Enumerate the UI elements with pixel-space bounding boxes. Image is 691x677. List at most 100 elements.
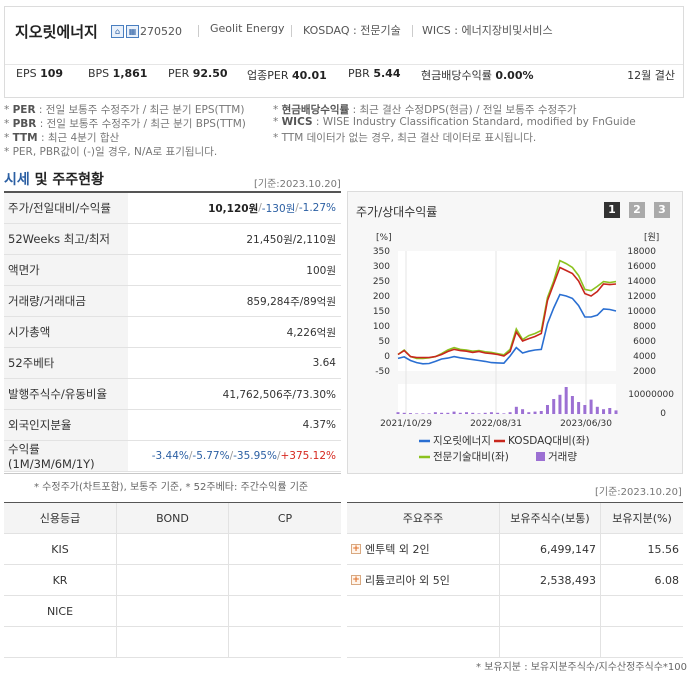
volume-bar [465,412,469,414]
quote-row-label: 발행주식수/유동비율 [4,379,128,409]
holder-name-label: 엔투텍 외 2인 [365,543,430,556]
volume-bar [396,412,400,414]
volume-area [398,384,616,414]
note-ttm: * TTM : 최근 4분기 합산 [4,132,120,144]
left-tick-label: 300 [373,262,390,272]
row-divider [4,285,341,286]
volume-bar [471,412,475,414]
volume-bar [608,408,612,414]
holders-note: * 보유지분 : 보유지분주식수/지수산정주식수*100 [476,662,687,673]
left-tick-label: 100 [373,322,390,332]
holder-shares: 2,538,493 [540,573,596,587]
right-tick-label: 14000 [627,277,656,287]
note-pbr: * PBR : 전일 보통주 수정주가 / 최근 분기 BPS(TTM) [4,118,246,130]
right-tick-label: 18000 [627,247,656,257]
volume-bar [440,412,444,414]
right-tick-label: 2000 [633,367,656,377]
holder-pct: 15.56 [647,542,680,556]
chart-page-2-button[interactable]: 2 [629,202,645,218]
quote-row-value: 4,226억원 [286,326,336,339]
row-divider [4,316,341,317]
row-divider [4,533,341,534]
company-name: 지오릿에너지 [15,23,98,41]
holders-header: 주요주주 [347,503,499,533]
building-icon[interactable]: ▦ [126,25,139,38]
volume-zero-label: 0 [660,409,666,419]
note-dividend: * 현금배당수익률 : 최근 결산 수정DPS(현금) / 전일 보통주 수정주… [273,104,577,116]
volume-bar [489,412,493,414]
current-price: 10,120원 [208,202,259,215]
chart-page-1-button[interactable]: 1 [604,202,620,218]
header-separator [412,25,413,37]
credit-agency: KIS [51,542,69,556]
volume-bar [602,409,606,414]
x-tick-label: 2021/10/29 [380,419,432,429]
row-divider [4,657,341,658]
volume-bar [558,394,562,414]
column-divider [228,503,229,658]
row-divider [347,533,683,534]
row-divider [4,254,341,255]
metric-bps: BPS 1,861 [88,67,148,80]
volume-bar [421,413,425,414]
expand-plus-icon[interactable]: + [351,544,361,554]
volume-bar [570,396,574,414]
volume-bar [583,405,587,414]
quote-row-label: 52Weeks 최고/최저 [4,224,128,254]
holders-date: [기준:2023.10.20] [595,487,682,498]
return-r2: -5.77% [192,450,230,462]
volume-bar [514,406,518,414]
x-tick-label: 2023/06/30 [560,419,612,429]
right-tick-label: 10000 [627,307,656,317]
row-divider [4,223,341,224]
metric-industry-per: 업종PER 40.01 [247,69,327,82]
note-negative: * PER, PBR값이 (-)일 경우, N/A로 표기됩니다. [4,146,218,158]
volume-bar [564,387,568,414]
row-divider [4,440,341,441]
chart-page-3-button[interactable]: 3 [654,202,670,218]
volume-bar [552,399,556,414]
metric-per: PER 92.50 [168,67,228,80]
row-divider [347,564,683,565]
volume-bar [496,412,500,414]
volume-bar [458,412,462,414]
market-section-date: [기준:2023.10.20] [254,179,341,190]
note-per: * PER : 전일 보통주 수정주가 / 최근 분기 EPS(TTM) [4,104,245,116]
quote-row-label: 주가/전일대비/수익률 [4,193,128,223]
metric-pbr: PBR 5.44 [348,67,401,80]
header-separator [291,25,292,37]
row-divider [4,409,341,410]
holder-name[interactable]: + 엔투텍 외 2인 [351,534,499,564]
market-info: KOSDAQ : 전문기술 [303,24,401,37]
company-header-top [5,7,683,65]
volume-bar [577,402,581,414]
company-header [4,6,684,98]
expand-plus-icon[interactable]: + [351,575,361,585]
quote-row-value: 10,120원 / -130원 / -1.27% [208,202,336,215]
quote-row-label: 시가총액 [4,317,128,347]
return-r1: -3.44% [151,450,189,462]
row-divider [4,347,341,348]
row-divider [4,471,341,472]
quote-row-value: 859,284주/89억원 [246,295,336,308]
quote-row-value: 3.64 [312,357,336,369]
holder-name[interactable]: + 리튬코리아 외 5인 [351,565,499,595]
left-tick-label: 250 [373,277,390,287]
metric-eps: EPS 109 [16,67,64,80]
right-tick-label: 6000 [633,337,656,347]
holder-name-label: 리튬코리아 외 5인 [365,574,450,587]
volume-bar [483,412,487,414]
price-chart: [%] [원] 350 300 250 200 150 100 50 0 -50 18000 16000… [373,232,674,463]
row-divider [347,626,683,627]
legend-swatch [536,452,545,461]
return-r4: +375.12% [280,450,336,462]
quote-row-value: 21,450원/2,110원 [246,233,336,246]
series-line [397,266,617,359]
legend-label: 거래량 [548,451,577,463]
right-tick-label: 12000 [627,292,656,302]
volume-bar [446,412,450,414]
home-icon[interactable]: ⌂ [111,25,124,38]
quote-row-label: 거래량/거래대금 [4,286,128,316]
right-tick-label: 16000 [627,262,656,272]
volume-bar [477,413,481,414]
